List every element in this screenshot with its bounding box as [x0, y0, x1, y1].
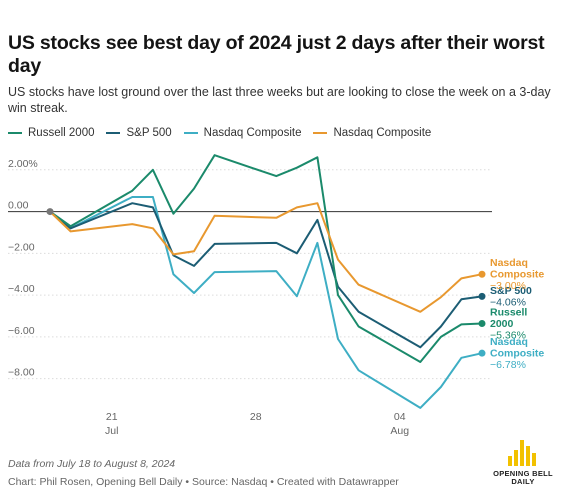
legend: Russell 2000 S&P 500 Nasdaq Composite Na…: [8, 127, 431, 139]
end-label-value: −5.36%: [490, 329, 526, 341]
logo-bar: [508, 456, 512, 466]
end-label-name: Nasdaq: [490, 257, 528, 269]
legend-item-nasdaq-orange: Nasdaq Composite: [313, 127, 431, 139]
series-lines: [46, 154, 486, 409]
opening-bell-logo: OPENING BELL DAILY: [488, 440, 558, 488]
end-point: [478, 320, 486, 328]
series-line: [49, 154, 483, 363]
start-point: [46, 208, 54, 216]
x-tick-label: 21: [106, 411, 118, 423]
x-axis: 21 Jul 28 04 Aug: [105, 411, 409, 437]
series-line: [49, 202, 483, 349]
logo-text: OPENING BELL DAILY: [493, 469, 553, 486]
source-note: Data from July 18 to August 8, 2024: [8, 458, 176, 470]
logo-bar: [532, 453, 536, 466]
x-tick-month-label: Jul: [105, 425, 118, 437]
y-tick-label: −4.00: [8, 283, 35, 295]
y-tick-label: −6.00: [8, 325, 35, 337]
end-label-name: Nasdaq: [490, 336, 528, 348]
legend-label: Russell 2000: [28, 127, 95, 139]
legend-swatch: [106, 132, 121, 134]
logo-bar: [514, 450, 518, 466]
legend-swatch: [183, 132, 198, 134]
end-label-name: Composite: [490, 268, 544, 280]
legend-item-sp500: S&P 500: [106, 127, 172, 139]
gridlines: [8, 169, 492, 380]
end-label-value: −4.06%: [490, 296, 526, 308]
y-tick-label: −8.00: [8, 367, 35, 379]
x-tick-label: 28: [250, 411, 262, 423]
legend-item-nasdaq-teal: Nasdaq Composite: [183, 127, 302, 139]
y-tick-label: 0.00: [8, 200, 29, 212]
legend-label: S&P 500: [126, 127, 172, 139]
logo-bar: [526, 446, 530, 466]
line-chart: 2.00% 0.00 −2.00 −4.00 −6.00 −8.00 21 Jul 28 04 A…: [8, 154, 544, 437]
legend-label: Nasdaq Composite: [333, 127, 432, 139]
logo-bar: [520, 440, 524, 466]
x-tick-month-label: Aug: [390, 425, 409, 437]
end-label-name: 2000: [490, 318, 514, 330]
y-tick-label: −2.00: [8, 241, 35, 253]
end-point: [478, 270, 486, 278]
legend-swatch: [8, 132, 22, 134]
end-point: [478, 292, 486, 300]
credit-line: Chart: Phil Rosen, Opening Bell Daily • …: [8, 476, 399, 488]
chart-title: US stocks see best day of 2024 just 2 da…: [8, 32, 545, 77]
end-point: [478, 349, 486, 357]
end-label-value: −6.78%: [490, 359, 526, 371]
legend-swatch: [313, 132, 328, 134]
series-line: [49, 202, 483, 313]
series-line: [49, 196, 483, 409]
x-tick-label: 04: [394, 411, 406, 423]
end-label-value: −3.00%: [490, 280, 526, 292]
legend-label: Nasdaq Composite: [203, 127, 302, 139]
chart-subtitle: US stocks have lost ground over the last…: [8, 85, 551, 115]
y-tick-label: 2.00%: [8, 158, 38, 170]
end-label-name: S&P 500: [490, 285, 532, 297]
y-axis: 2.00% 0.00 −2.00 −4.00 −6.00 −8.00: [8, 158, 38, 379]
end-label-name: Russell: [490, 306, 527, 318]
end-label-name: Composite: [490, 347, 544, 359]
legend-item-russell: Russell 2000: [8, 127, 94, 139]
